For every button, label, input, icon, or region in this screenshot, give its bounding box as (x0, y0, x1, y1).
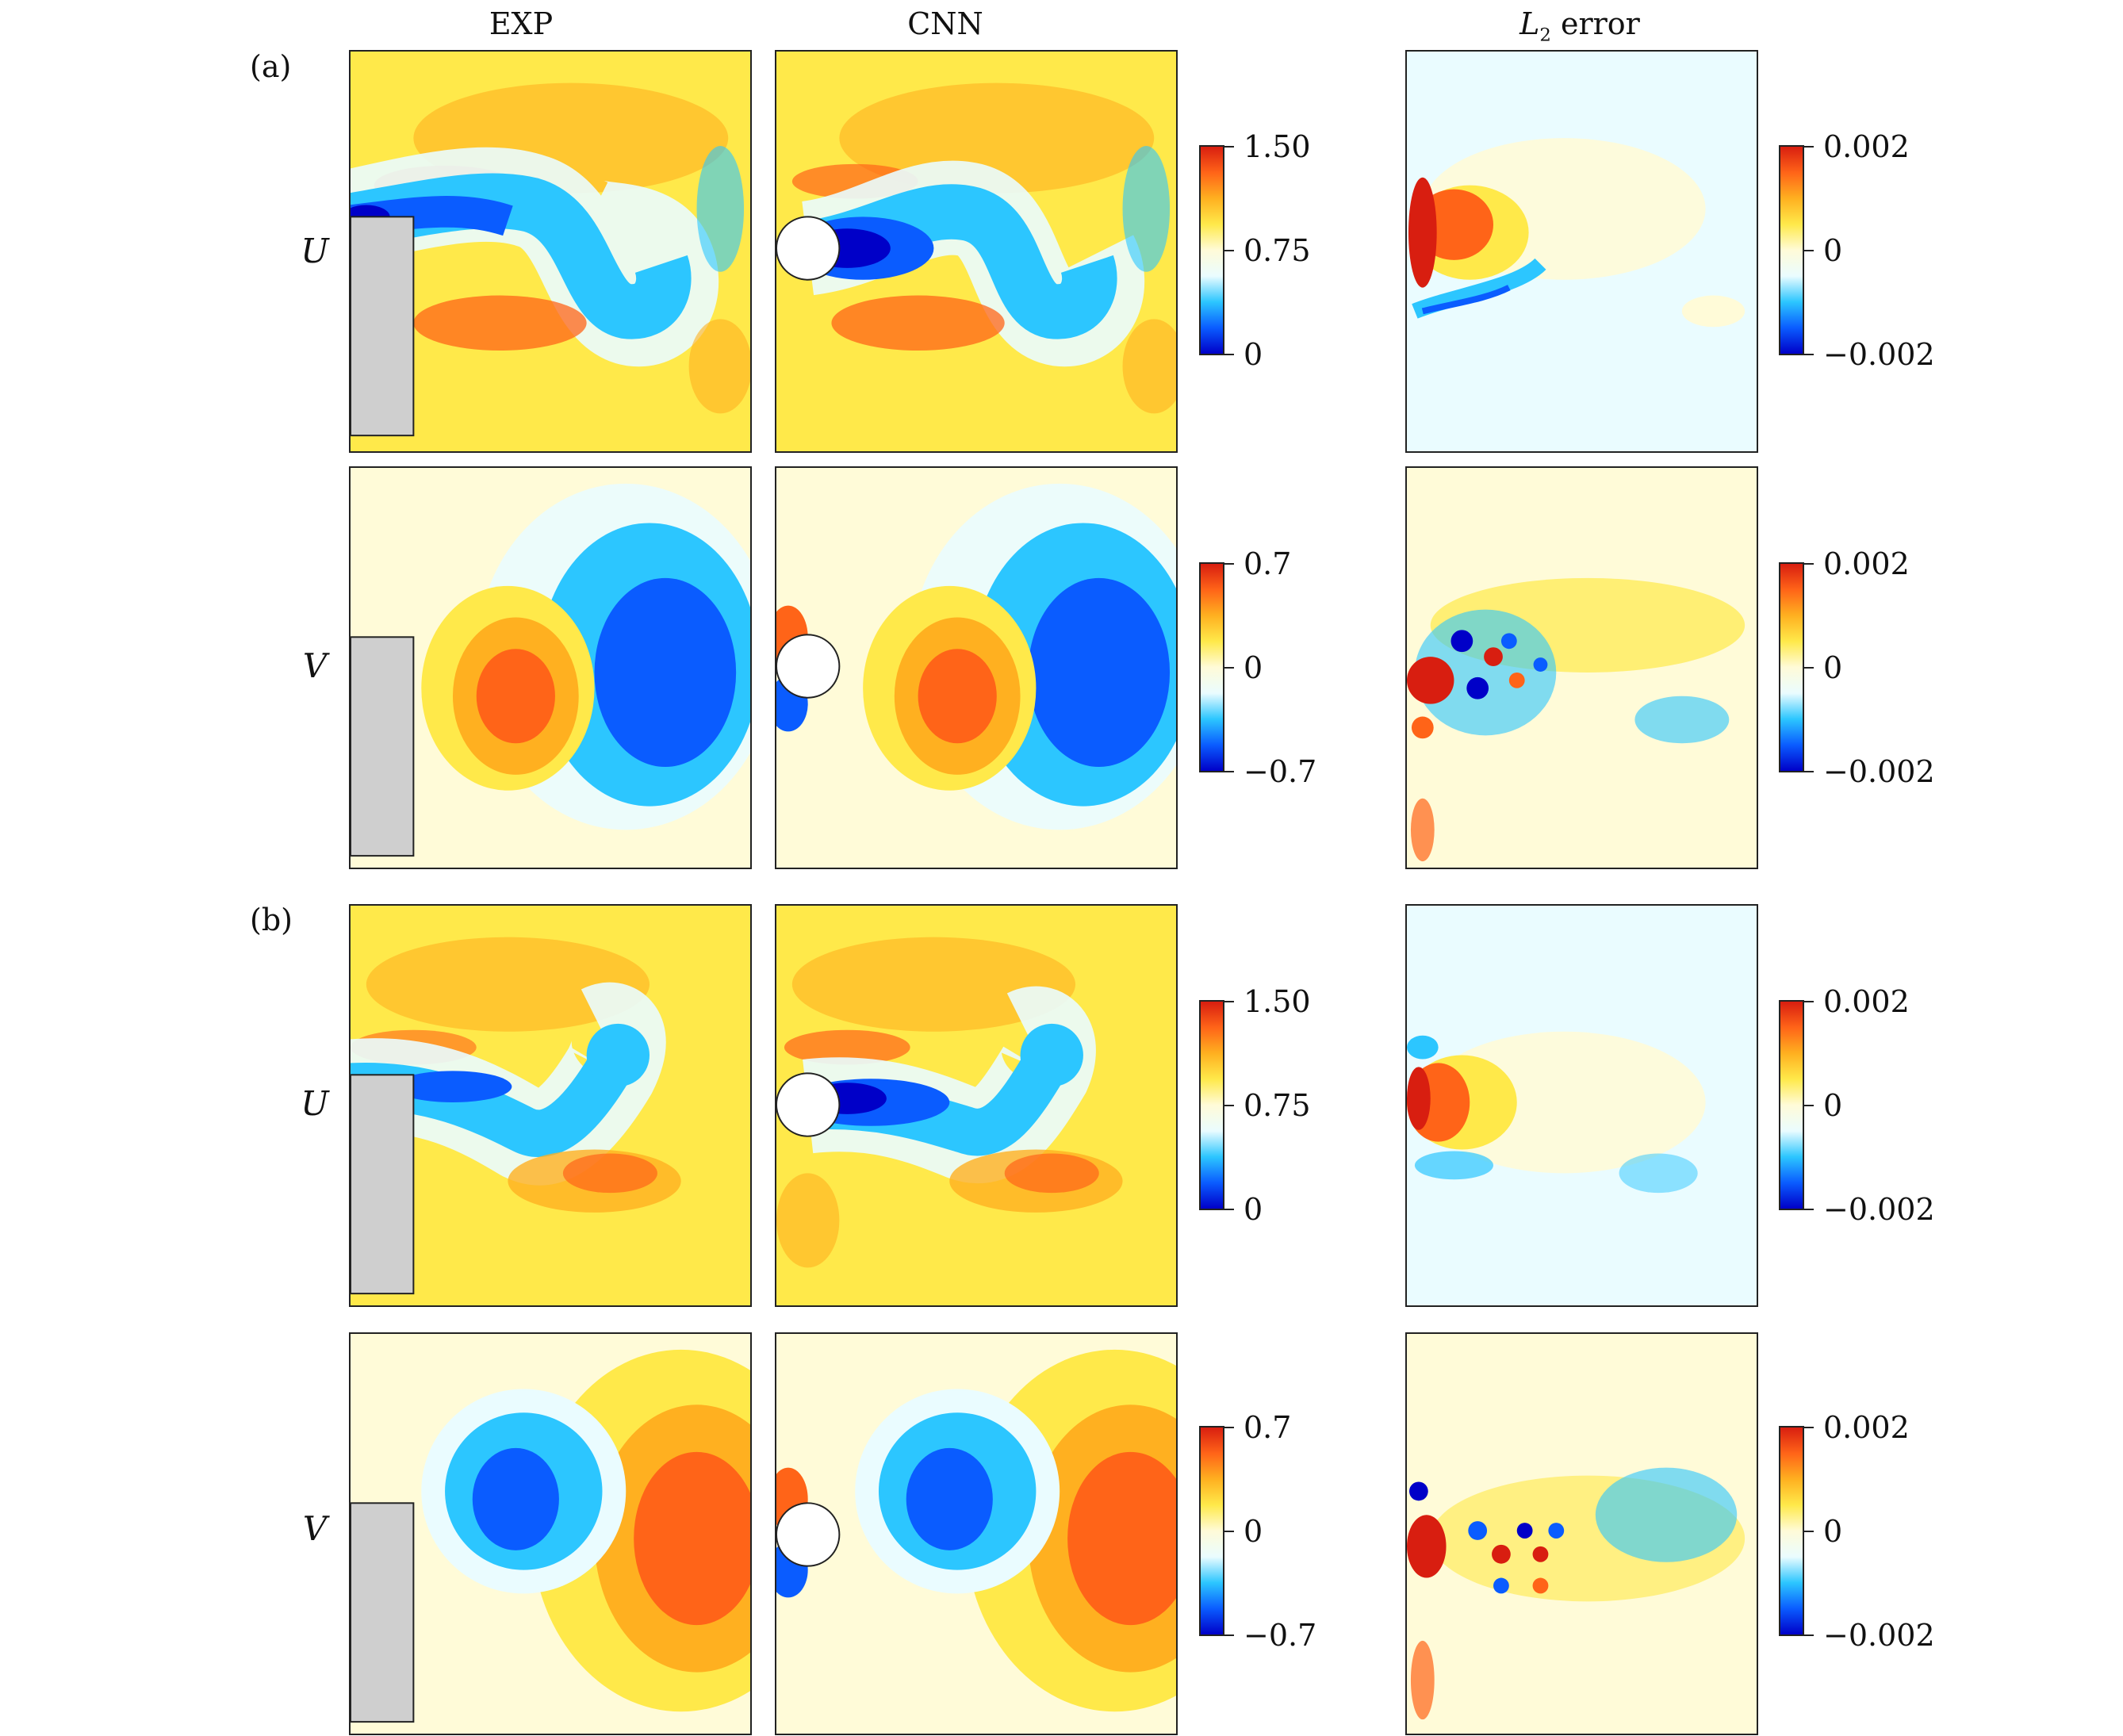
colorbar-tick (1224, 354, 1234, 355)
contour-panel-exp-v (349, 466, 752, 869)
colorbar-tick (1224, 1209, 1234, 1210)
colorbar-tick-label: −0.7 (1244, 1618, 1317, 1653)
colorbar-tick-label: −0.002 (1823, 754, 1935, 789)
colorbar-tick-label: 0 (1823, 1514, 1843, 1549)
colorbar-tick (1224, 563, 1234, 565)
obstacle (351, 216, 415, 437)
contour-panel-exp-v (349, 1332, 752, 1735)
cylinder (776, 1072, 841, 1137)
row-label-v: V (302, 1509, 328, 1548)
colorbar-tick-label: 0.002 (1823, 984, 1910, 1019)
colorbar-tick-label: 0 (1244, 337, 1263, 372)
colorbar-error-u (1779, 1000, 1804, 1210)
row-label-v: V (302, 646, 328, 685)
colorbar-u (1199, 1000, 1224, 1210)
contour-panel-error-u (1405, 904, 1758, 1307)
colorbar-tick-label: 0 (1244, 650, 1263, 685)
colorbar-tick-label: 0.7 (1244, 546, 1292, 581)
row-label-u: U (301, 232, 329, 270)
colorbar-tick (1804, 250, 1814, 251)
cylinder (776, 634, 841, 699)
colorbar-tick (1804, 771, 1814, 772)
colorbar-tick-label: 0 (1244, 1192, 1263, 1227)
colorbar-tick-label: 0.75 (1244, 233, 1311, 268)
colorbar-error-v (1779, 1426, 1804, 1636)
colorbar-tick-label: 0.75 (1244, 1088, 1311, 1123)
colorbar-tick (1804, 354, 1814, 355)
row-label-u: U (301, 1084, 329, 1123)
colorbar-tick-label: −0.002 (1823, 1192, 1935, 1227)
colorbar-tick-label: 1.50 (1244, 984, 1311, 1019)
colorbar-error-v (1779, 562, 1804, 772)
colorbar-tick-label: 0 (1823, 650, 1843, 685)
colorbar-tick-label: 0.7 (1244, 1410, 1292, 1445)
colorbar-tick-label: 0.002 (1823, 546, 1910, 581)
colorbar-error-u (1779, 145, 1804, 355)
obstacle (351, 1074, 415, 1295)
colorbar-tick (1224, 771, 1234, 772)
colorbar-tick-label: −0.7 (1244, 754, 1317, 789)
group-label-a: (a) (250, 49, 292, 84)
colorbar-tick (1224, 1427, 1234, 1428)
colorbar-tick (1804, 1209, 1814, 1210)
column-heading-exp: EXP (489, 6, 554, 41)
contour-panel-cnn-u (775, 904, 1178, 1307)
column-heading-error: L2 error (1519, 6, 1640, 46)
colorbar-v (1199, 562, 1224, 772)
contour-panel-error-v (1405, 466, 1758, 869)
colorbar-tick (1804, 1105, 1814, 1106)
cylinder (776, 216, 841, 281)
group-label-b: (b) (250, 902, 293, 937)
colorbar-tick (1804, 1001, 1814, 1002)
colorbar-tick (1224, 1001, 1234, 1002)
contour-panel-cnn-v (775, 466, 1178, 869)
contour-panel-error-u (1405, 50, 1758, 453)
column-heading-cnn: CNN (907, 6, 983, 41)
colorbar-tick-label: 0.002 (1823, 1410, 1910, 1445)
colorbar-tick (1224, 1105, 1234, 1106)
colorbar-tick-label: −0.002 (1823, 337, 1935, 372)
colorbar-tick-label: 0 (1823, 233, 1843, 268)
obstacle (351, 636, 415, 857)
colorbar-tick (1804, 667, 1814, 669)
colorbar-tick (1224, 667, 1234, 669)
colorbar-tick-label: 0 (1823, 1088, 1843, 1123)
colorbar-u (1199, 145, 1224, 355)
colorbar-tick (1224, 1634, 1234, 1636)
colorbar-tick (1804, 1634, 1814, 1636)
colorbar-tick (1804, 146, 1814, 148)
colorbar-tick (1224, 250, 1234, 251)
colorbar-tick (1804, 563, 1814, 565)
contour-panel-exp-u (349, 904, 752, 1307)
colorbar-tick-label: 1.50 (1244, 129, 1311, 164)
colorbar-tick (1224, 146, 1234, 148)
colorbar-tick (1224, 1531, 1234, 1532)
contour-panel-cnn-u (775, 50, 1178, 453)
colorbar-tick-label: 0.002 (1823, 129, 1910, 164)
contour-panel-exp-u (349, 50, 752, 453)
contour-panel-cnn-v (775, 1332, 1178, 1735)
colorbar-tick-label: −0.002 (1823, 1618, 1935, 1653)
cylinder (776, 1502, 841, 1567)
colorbar-tick-label: 0 (1244, 1514, 1263, 1549)
contour-panel-error-v (1405, 1332, 1758, 1735)
colorbar-v (1199, 1426, 1224, 1636)
colorbar-tick (1804, 1531, 1814, 1532)
colorbar-tick (1804, 1427, 1814, 1428)
obstacle (351, 1502, 415, 1723)
